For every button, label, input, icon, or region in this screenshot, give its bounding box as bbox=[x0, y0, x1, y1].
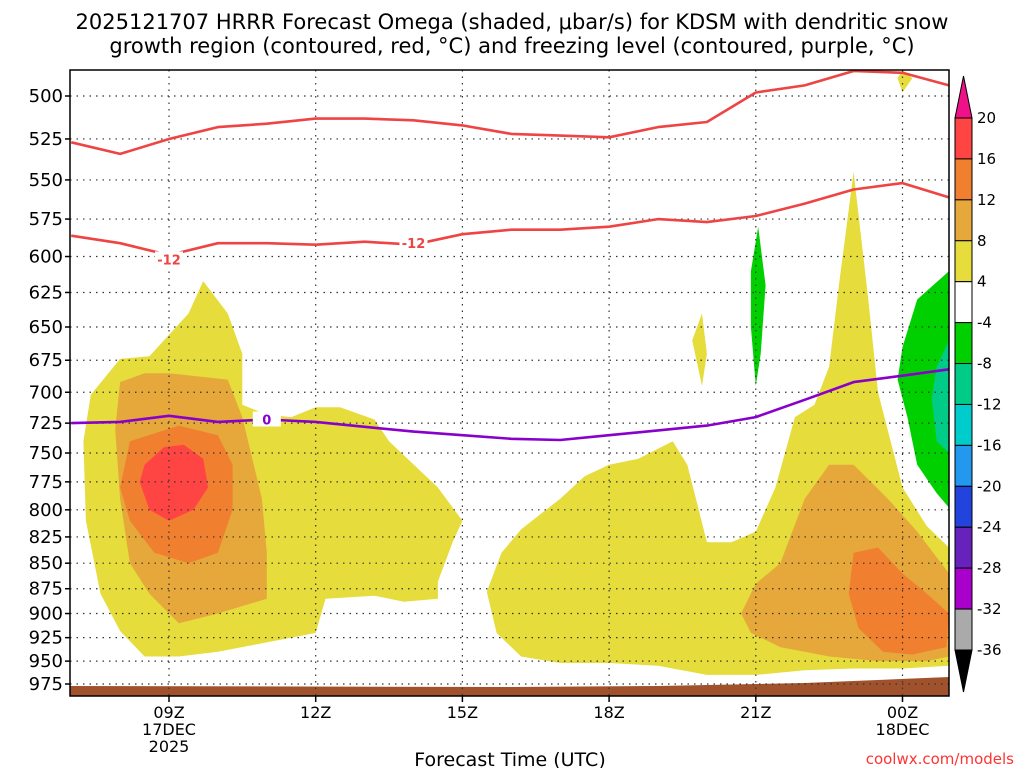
dgz-contour-label-bg bbox=[155, 251, 183, 267]
x-tick-label: 12Z bbox=[300, 703, 331, 722]
colorbar-tick-label: -8 bbox=[977, 355, 992, 373]
x-tick-label: 09Z bbox=[153, 703, 184, 722]
y-tick-label: 650 bbox=[29, 317, 63, 338]
colorbar: 20 16 12 8 4 -4 -8 -12 -16 -20 -24 -28 -32 -36 bbox=[954, 75, 1002, 693]
y-tick-label: 750 bbox=[29, 443, 63, 464]
y-tick-label: 525 bbox=[29, 129, 63, 150]
x-tick-label: 15Z bbox=[447, 703, 478, 722]
x-tick-label: 2025 bbox=[149, 737, 190, 756]
y-tick-label: 900 bbox=[29, 604, 63, 625]
colorbar-tick-label: -36 bbox=[977, 641, 1002, 659]
contour-lines: -12 -12 0 bbox=[70, 69, 950, 442]
colorbar-tick-label: 4 bbox=[977, 273, 987, 291]
y-tick-label: 625 bbox=[29, 282, 63, 303]
chart-title-line-1: 2025121707 HRRR Forecast Omega (shaded, … bbox=[76, 10, 949, 34]
colorbar-band bbox=[954, 403, 973, 446]
dgz-contour-label: -12 bbox=[157, 253, 181, 268]
colorbar-tick-label: -24 bbox=[977, 518, 1002, 536]
omega-neg8-neg12-east bbox=[931, 340, 949, 453]
omega-16-20-west bbox=[139, 444, 209, 521]
y-tick-label: 700 bbox=[29, 382, 63, 403]
chart-title: 2025121707 HRRR Forecast Omega (shaded, … bbox=[76, 10, 949, 58]
colorbar-tick-label: -32 bbox=[977, 600, 1002, 618]
colorbar-band bbox=[954, 199, 973, 242]
credit-text: coolwx.com/models bbox=[866, 750, 1014, 768]
dgz-contour-label: -12 bbox=[402, 237, 426, 252]
freezing-level-contour bbox=[71, 368, 950, 442]
chart-title-line-2: growth region (contoured, red, °C) and f… bbox=[109, 34, 914, 58]
omega-neg4-neg8-east bbox=[897, 271, 949, 508]
colorbar-tick-label: -16 bbox=[977, 436, 1002, 454]
y-tick-label: 725 bbox=[29, 413, 63, 434]
y-tick-label: 500 bbox=[29, 86, 63, 107]
y-tick-label: 825 bbox=[29, 527, 63, 548]
grid-lines bbox=[70, 70, 949, 696]
omega-12-16-east bbox=[848, 547, 949, 655]
terrain-layer bbox=[70, 677, 949, 696]
dgz-contour-label-bg bbox=[399, 235, 428, 251]
x-axis-label: Forecast Time (UTC) bbox=[414, 749, 605, 768]
y-tick-label: 850 bbox=[29, 553, 63, 574]
omega-4-8-islet bbox=[692, 313, 707, 386]
x-tick-label: 18DEC bbox=[876, 720, 930, 739]
y-axis: 500 525 550 575 600 625 650 675 700 725 750 775 800 8… bbox=[29, 86, 70, 695]
y-tick-label: 775 bbox=[29, 472, 63, 493]
colorbar-band bbox=[954, 322, 973, 365]
x-tick-label: 17DEC bbox=[142, 720, 196, 739]
colorbar-top-arrow bbox=[954, 75, 973, 119]
colorbar-tick-label: 16 bbox=[977, 150, 996, 168]
y-tick-label: 550 bbox=[29, 170, 63, 191]
colorbar-band bbox=[954, 444, 973, 487]
x-tick-label: 00Z bbox=[887, 703, 918, 722]
colorbar-band bbox=[954, 608, 973, 651]
freezing-contour-label-bg bbox=[252, 411, 281, 427]
y-tick-label: 950 bbox=[29, 651, 63, 672]
y-tick-label: 800 bbox=[29, 500, 63, 521]
colorbar-band bbox=[954, 526, 973, 569]
colorbar-tick-label: -12 bbox=[977, 395, 1002, 413]
terrain-strip bbox=[70, 677, 949, 696]
y-tick-label: 600 bbox=[29, 247, 63, 268]
y-tick-label: 675 bbox=[29, 350, 63, 371]
colorbar-tick-label: -28 bbox=[977, 559, 1002, 577]
y-tick-label: 925 bbox=[29, 628, 63, 649]
plot-frame bbox=[69, 69, 950, 697]
colorbar-band bbox=[954, 117, 973, 160]
dgz-upper-contour bbox=[70, 69, 950, 156]
freezing-contour-label: 0 bbox=[262, 413, 271, 428]
colorbar-band bbox=[954, 567, 973, 610]
colorbar-band bbox=[954, 158, 973, 201]
colorbar-bottom-arrow bbox=[954, 649, 973, 693]
omega-neg4-neg8-islet bbox=[750, 226, 766, 386]
colorbar-band bbox=[954, 363, 973, 405]
omega-shading bbox=[83, 70, 949, 675]
colorbar-tick-label: -4 bbox=[977, 314, 992, 332]
colorbar-tick-label: 20 bbox=[977, 109, 996, 127]
x-tick-label: 21Z bbox=[740, 703, 771, 722]
y-tick-label: 975 bbox=[29, 674, 63, 695]
y-tick-label: 875 bbox=[29, 579, 63, 600]
y-tick-label: 575 bbox=[29, 209, 63, 230]
colorbar-tick-label: 8 bbox=[977, 232, 987, 250]
x-tick-label: 18Z bbox=[593, 703, 624, 722]
colorbar-tick-label: -20 bbox=[977, 477, 1002, 495]
colorbar-band bbox=[954, 485, 973, 528]
colorbar-band bbox=[954, 240, 973, 283]
colorbar-band bbox=[954, 281, 973, 324]
colorbar-tick-label: 12 bbox=[977, 191, 996, 209]
dgz-lower-contour bbox=[71, 181, 950, 257]
